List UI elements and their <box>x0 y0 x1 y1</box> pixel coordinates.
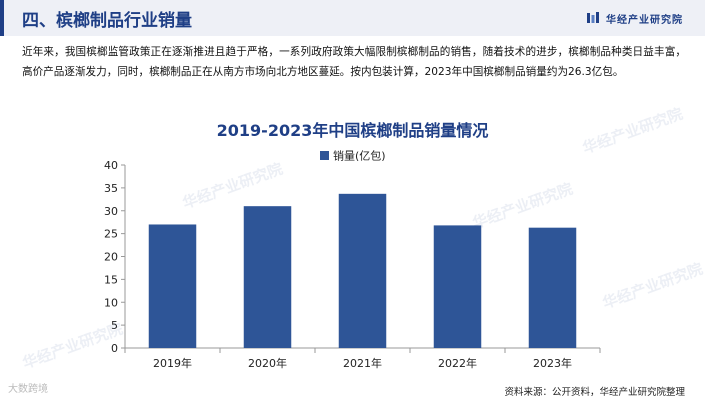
chart-title: 2019-2023年中国槟榔制品销量情况 <box>216 121 489 140</box>
y-tick-label: 15 <box>104 273 118 286</box>
page-title: 四、槟榔制品行业销量 <box>22 11 192 31</box>
y-tick-label: 35 <box>104 182 118 195</box>
bar <box>433 225 482 348</box>
x-tick-label: 2022年 <box>438 356 477 370</box>
bar <box>528 227 577 348</box>
x-tick-label: 2019年 <box>153 356 192 370</box>
brand-name: 华经产业研究院 <box>606 14 683 26</box>
x-tick-label: 2020年 <box>248 356 287 370</box>
brand-logo-icon <box>587 12 599 23</box>
y-tick-label: 30 <box>104 205 118 218</box>
source-note: 资料来源：公开资料，华经产业研究院整理 <box>504 387 685 398</box>
bar <box>148 224 197 348</box>
y-tick-label: 40 <box>104 159 118 172</box>
x-tick-label: 2021年 <box>343 356 382 370</box>
brand: 华经产业研究院 <box>586 9 683 27</box>
header-accent <box>0 0 4 36</box>
footer-watermark: 大数跨境 <box>8 384 48 395</box>
bar <box>338 193 387 348</box>
bar <box>243 206 292 348</box>
y-tick-label: 5 <box>111 319 118 332</box>
y-tick-label: 0 <box>111 342 118 355</box>
y-tick-label: 25 <box>104 228 118 241</box>
x-tick-label: 2023年 <box>533 356 572 370</box>
y-tick-label: 20 <box>104 251 118 264</box>
y-tick-label: 10 <box>104 296 118 309</box>
intro-paragraph: 近年来，我国槟榔监管政策正在逐渐推进且趋于严格，一系列政府政策大幅限制槟榔制品的… <box>22 46 686 78</box>
legend-label: 销量(亿包) <box>333 149 386 163</box>
legend-swatch <box>320 151 329 160</box>
